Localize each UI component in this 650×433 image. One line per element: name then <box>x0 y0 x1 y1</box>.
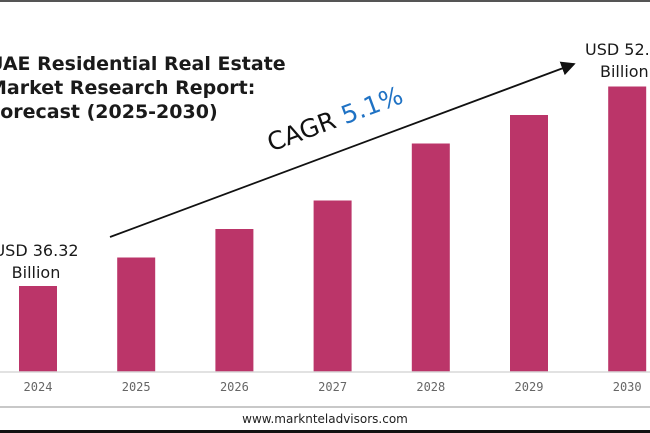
cagr-prefix: CAGR <box>263 106 340 158</box>
bar-2028 <box>411 143 450 372</box>
top-border <box>0 0 650 2</box>
x-tick-label: 2028 <box>416 380 445 394</box>
end-value-label-line-1: USD 52. <box>585 40 650 59</box>
start-value-label-line-2: Billion <box>12 263 61 282</box>
bar-2026 <box>215 229 254 372</box>
bar-2024 <box>19 286 57 372</box>
end-value-label-line-2: Billion <box>600 62 649 81</box>
chart-title-line-3: Forecast (2025-2030) <box>0 101 218 123</box>
chart-title-line-1: UAE Residential Real Estate <box>0 53 286 75</box>
x-tick-label: 2030 <box>613 380 642 394</box>
cagr-value: 5.1% <box>337 81 407 130</box>
bar-2029 <box>510 115 548 372</box>
x-tick-label: 2025 <box>122 380 151 394</box>
x-tick-label: 2026 <box>220 380 249 394</box>
footer-url: www.marknteladvisors.com <box>242 412 408 426</box>
bar-2030 <box>608 86 647 372</box>
footer-divider <box>0 406 650 408</box>
x-tick-label: 2029 <box>515 380 544 394</box>
x-tick-label: 2027 <box>318 380 347 394</box>
start-value-label-line-1: USD 36.32 <box>0 241 79 260</box>
growth-arrow <box>109 61 576 238</box>
chart-title-line-2: Market Research Report: <box>0 77 255 99</box>
x-tick-label: 2024 <box>24 380 53 394</box>
bar-2027 <box>313 200 352 372</box>
bar-2025 <box>117 257 156 372</box>
bottom-border <box>0 430 650 433</box>
cagr-label: CAGR 5.1% <box>263 81 407 158</box>
